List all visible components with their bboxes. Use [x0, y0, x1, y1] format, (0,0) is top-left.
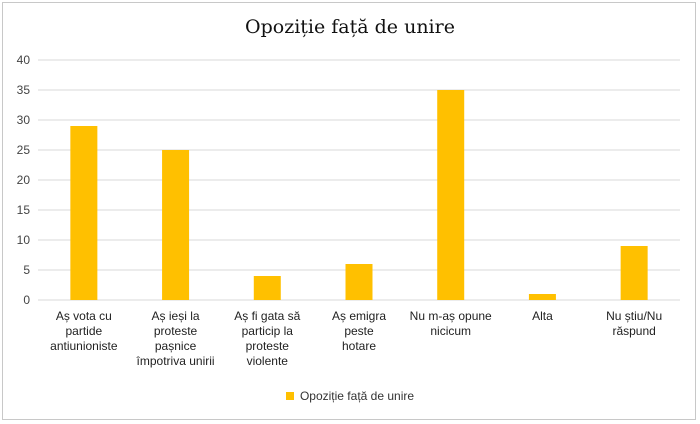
y-tick-label: 10: [17, 233, 31, 247]
x-category-label-line: Nu m-aș opune: [409, 309, 492, 323]
legend-label: Opoziție față de unire: [299, 389, 415, 403]
x-category-label-line: Nu știu/Nu: [606, 309, 663, 323]
x-category-label-line: Aș emigra peste: [331, 309, 387, 338]
bar-4: [437, 90, 465, 300]
bar-3: [345, 264, 373, 300]
y-tick-label: 40: [17, 53, 31, 67]
bar-5: [528, 294, 556, 300]
x-category-label: Nu știu/Nu răspund: [591, 309, 677, 339]
bar-0: [70, 126, 98, 300]
x-category-label-line: Aș fi gata să: [234, 309, 301, 323]
x-category-label-line: proteste: [245, 339, 289, 353]
bar-6: [620, 246, 648, 300]
x-category-label: Nu m-aș opune nicicum: [408, 309, 494, 339]
x-category-label: Aș emigra peste hotare: [316, 309, 402, 354]
x-category-label: Aș ieși la proteste pașnice împotriva uniri…: [133, 309, 219, 369]
y-tick-label: 0: [23, 293, 30, 307]
x-category-label: Alta: [499, 309, 585, 324]
x-category-label-line: antiunioniste: [50, 339, 118, 353]
y-tick-label: 30: [17, 113, 31, 127]
x-category-label-line: proteste: [153, 324, 198, 338]
chart-frame: [2, 2, 696, 420]
x-category-label-line: răspund: [612, 324, 656, 338]
x-category-label-line: hotare: [341, 339, 377, 353]
y-tick-label: 15: [17, 203, 31, 217]
x-category-label-line: nicicum: [430, 324, 472, 338]
y-tick-label: 25: [17, 143, 31, 157]
legend: Opoziție față de unire: [0, 389, 700, 403]
x-category-label: Aș fi gata să particip la proteste violente: [224, 309, 310, 369]
y-tick-label: 20: [17, 173, 31, 187]
x-category-label-line: Alta: [532, 309, 553, 323]
x-category-label-line: partide: [65, 324, 103, 338]
x-category-label-line: particip la: [241, 324, 293, 338]
x-category-label-line: Aș vota cu: [55, 309, 112, 323]
bar-1: [162, 150, 190, 300]
x-category-label-line: Aș ieși la: [151, 309, 200, 323]
x-category-label: Aș vota cu partide antiunioniste: [41, 309, 127, 354]
x-category-label-line: pașnice: [154, 339, 197, 353]
legend-swatch: [285, 392, 294, 400]
x-category-label-line: împotriva unirii: [136, 354, 215, 368]
x-category-label-line: violente: [246, 354, 288, 368]
bar-2: [253, 276, 281, 300]
chart-title: Opoziție față de unire: [245, 16, 455, 38]
y-tick-label: 5: [23, 263, 30, 277]
y-tick-label: 35: [17, 83, 31, 97]
